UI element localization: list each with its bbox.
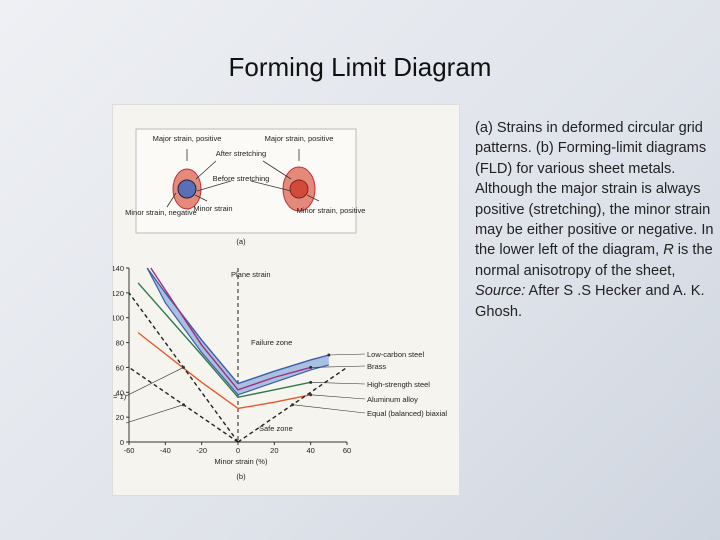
- series-line: [137, 332, 311, 410]
- x-axis-label: Minor strain (%): [215, 457, 268, 466]
- leader-dot: [182, 365, 185, 369]
- x-tick-label: 40: [306, 446, 314, 455]
- leader: [292, 404, 366, 414]
- legend-label: Equal (balanced) biaxial: [367, 409, 447, 418]
- series-line: [137, 282, 311, 399]
- y-tick-label: 120: [112, 289, 124, 298]
- series-line: [150, 267, 311, 391]
- y-tick-label: 60: [116, 363, 124, 372]
- x-tick-label: -60: [124, 446, 135, 455]
- chart-label: (b): [236, 472, 246, 481]
- leader-dot: [309, 393, 313, 397]
- x-tick-label: -40: [160, 446, 171, 455]
- y-tick-label: 140: [112, 264, 124, 273]
- series-line-low: [146, 267, 329, 396]
- caption-part: (a) Strains in deformed circular grid pa…: [475, 120, 714, 259]
- x-tick-label: 0: [236, 446, 240, 455]
- leader: [310, 394, 366, 400]
- leader-dot: [291, 403, 294, 407]
- caption-part: After S .S Hecker and A. K. Ghosh.: [475, 283, 705, 320]
- x-tick-label: 60: [343, 446, 351, 455]
- caption-part: is the normal anisotropy of the sheet,: [475, 242, 713, 279]
- grid-circle-inner: [289, 179, 309, 199]
- leader: [310, 382, 366, 385]
- label: Minor strain, negative: [125, 208, 197, 217]
- legend-label: Brass: [367, 362, 386, 371]
- caption: (a) Strains in deformed circular grid pa…: [475, 118, 715, 322]
- legend-label: Simple tension (for R = 1): [112, 392, 127, 401]
- annotation: Safe zone: [259, 424, 293, 433]
- leader: [328, 353, 366, 356]
- legend-label: Low-carbon steel: [367, 350, 424, 359]
- leader-dot: [327, 353, 331, 357]
- annotation: Failure zone: [251, 338, 292, 347]
- figure: Major strain, positive After stretching …: [112, 104, 460, 496]
- label: Minor strain, positive: [297, 206, 366, 215]
- grid-circle-small: [177, 179, 197, 199]
- x-tick-label: -20: [196, 446, 207, 455]
- leader: [310, 365, 366, 368]
- y-tick-label: 100: [112, 314, 124, 323]
- slide-title: Forming Limit Diagram: [228, 52, 492, 82]
- label: Major strain, positive: [153, 134, 222, 143]
- leader: [125, 404, 184, 424]
- leader-dot: [309, 365, 313, 369]
- y-tick-label: 80: [116, 339, 124, 348]
- leader-lines: [166, 149, 320, 208]
- x-tick-label: 20: [270, 446, 278, 455]
- legend-label: Aluminum alloy: [367, 395, 418, 404]
- figure-a-frame: [135, 128, 357, 234]
- label: Before stretching: [213, 174, 270, 183]
- series-line: [146, 267, 330, 385]
- y-tick-label: 40: [116, 388, 124, 397]
- leader-dot: [182, 403, 185, 407]
- caption-part: Source:: [475, 283, 526, 300]
- chart: 0 20 40 60 80 100 120 140 -60 -40 -20 0 20 40 60 Minor …: [112, 264, 447, 481]
- label: (a): [236, 237, 246, 246]
- legend-label: High-strength steel: [367, 380, 430, 389]
- leader-dot: [309, 380, 313, 384]
- y-tick-label: 0: [120, 438, 124, 447]
- y-tick-label: 20: [116, 413, 124, 422]
- annotation: Plane strain: [231, 270, 271, 279]
- label: Major strain, positive: [265, 134, 334, 143]
- label: After stretching: [216, 149, 266, 158]
- label: Minor strain: [193, 204, 232, 213]
- caption-part: R: [663, 242, 674, 259]
- leader: [125, 367, 184, 397]
